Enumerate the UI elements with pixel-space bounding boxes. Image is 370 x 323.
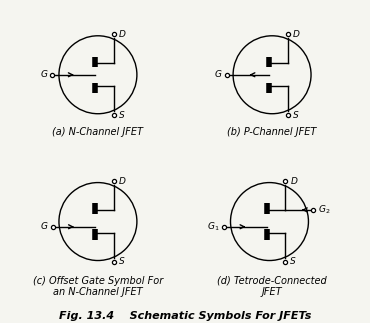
Text: G: G — [40, 70, 47, 79]
Text: S: S — [119, 257, 124, 266]
Text: S: S — [119, 110, 124, 120]
Text: Fig. 13.4    Schematic Symbols For JFETs: Fig. 13.4 Schematic Symbols For JFETs — [59, 311, 311, 321]
Text: D: D — [290, 177, 297, 186]
Text: D: D — [119, 30, 125, 39]
Text: (a) N-Channel JFET: (a) N-Channel JFET — [53, 127, 144, 137]
Text: S: S — [290, 257, 296, 266]
Text: G: G — [41, 222, 48, 231]
Text: (b) P-Channel JFET: (b) P-Channel JFET — [228, 127, 317, 137]
Text: D: D — [293, 30, 300, 39]
Text: G$_{2}$: G$_{2}$ — [318, 203, 331, 216]
Text: D: D — [119, 177, 125, 186]
Text: (d) Tetrode-Connected
JFET: (d) Tetrode-Connected JFET — [217, 276, 327, 297]
Text: G: G — [214, 70, 221, 79]
Text: (c) Offset Gate Symbol For
an N-Channel JFET: (c) Offset Gate Symbol For an N-Channel … — [33, 276, 163, 297]
Text: G$_{1}$: G$_{1}$ — [206, 221, 219, 233]
Text: S: S — [293, 110, 299, 120]
